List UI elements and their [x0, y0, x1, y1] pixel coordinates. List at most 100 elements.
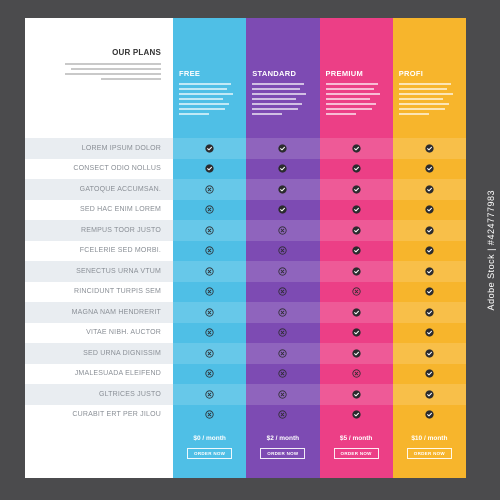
- plan-feature-cell: [393, 323, 466, 344]
- check-circle-icon: [425, 328, 434, 337]
- plan-feature-cell: [320, 159, 393, 180]
- plan-price: $0 / month: [193, 435, 226, 442]
- plan-column-free: FREE $0 / month ORDER NOW: [173, 18, 247, 478]
- x-circle-icon: [278, 287, 287, 296]
- label-header: OUR PLANS: [25, 18, 173, 138]
- plan-feature-cell: [319, 261, 393, 282]
- check-circle-icon: [425, 287, 434, 296]
- plan-feature-cell: [392, 343, 466, 364]
- plan-feature-cell: [173, 343, 247, 364]
- plan-feature-cell: [246, 200, 319, 221]
- plan-column-premium: PREMIUM $5 / month ORDER NOW: [319, 18, 393, 478]
- feature-label: SED URNA DIGNISSIM: [83, 349, 161, 357]
- check-circle-icon: [351, 410, 361, 419]
- plan-feature-cell: [246, 343, 320, 364]
- plan-feature-cell: [173, 179, 247, 200]
- feature-label: VITAE NIBH. AUCTOR: [86, 329, 161, 337]
- check-circle-icon: [351, 349, 361, 358]
- check-circle-icon: [351, 246, 361, 255]
- pricing-table: OUR PLANS LOREM IPSUM DOLOR CONSECT ODIO …: [25, 18, 466, 478]
- check-circle-icon: [425, 164, 434, 173]
- check-circle-icon: [278, 185, 288, 194]
- plan-feature-cell: [392, 261, 466, 282]
- plan-feature-cell: [320, 241, 393, 262]
- feature-rows: LOREM IPSUM DOLOR CONSECT ODIO NOLLUS GATO…: [25, 138, 173, 425]
- feature-row: RINCIDUNT TURPIS SEM: [25, 281, 173, 302]
- check-circle-icon: [351, 226, 361, 235]
- plan-feature-cell: [246, 302, 320, 323]
- plan-price: $5 / month: [339, 435, 373, 442]
- plan-footer: $2 / month ORDER NOW: [246, 425, 319, 460]
- check-circle-icon: [351, 144, 361, 153]
- plan-footer: $0 / month ORDER NOW: [173, 425, 246, 460]
- plan-feature-cell: [319, 384, 393, 405]
- plan-name: FREE: [179, 69, 201, 78]
- x-circle-icon: [205, 205, 214, 214]
- plan-feature-cell: [393, 200, 466, 221]
- plan-feature-cell: [173, 282, 246, 303]
- check-circle-icon: [425, 349, 434, 358]
- x-circle-icon: [352, 287, 361, 296]
- x-circle-icon: [205, 226, 214, 235]
- x-circle-icon: [205, 328, 214, 337]
- plan-header: STANDARD: [246, 18, 319, 138]
- order-now-button[interactable]: ORDER NOW: [333, 448, 379, 459]
- plan-feature-cell: [246, 323, 319, 344]
- order-now-button[interactable]: ORDER NOW: [406, 448, 452, 459]
- plan-name: PREMIUM: [325, 69, 364, 78]
- plan-feature-cell: [246, 282, 319, 303]
- x-circle-icon: [205, 185, 214, 194]
- plan-name: STANDARD: [252, 69, 297, 78]
- x-circle-icon: [278, 267, 287, 276]
- plan-feature-cell: [320, 364, 393, 385]
- check-circle-icon: [278, 144, 288, 153]
- plan-feature-cell: [393, 282, 466, 303]
- feature-row: GLTRICES JUSTO: [25, 384, 173, 405]
- check-circle-icon: [425, 205, 434, 214]
- x-circle-icon: [205, 267, 214, 276]
- x-circle-icon: [278, 328, 287, 337]
- plan-feature-cell: [173, 302, 247, 323]
- plan-feature-cell: [393, 159, 466, 180]
- feature-row: SED URNA DIGNISSIM: [25, 343, 173, 364]
- check-circle-icon: [425, 369, 434, 378]
- check-circle-icon: [351, 328, 361, 337]
- plan-price: $2 / month: [266, 435, 300, 442]
- plan-column-profi: PROFI $10 / month ORDER NOW: [392, 18, 466, 478]
- feature-label: JMALESUADA ELEIFEND: [74, 370, 161, 378]
- x-circle-icon: [278, 349, 287, 358]
- x-circle-icon: [278, 308, 287, 317]
- plan-feature-cell: [393, 364, 466, 385]
- plan-price: $10 / month: [411, 435, 448, 442]
- check-circle-icon: [351, 164, 361, 173]
- feature-row: REMPUS TOOR JUSTO: [25, 220, 173, 241]
- order-now-button[interactable]: ORDER NOW: [260, 448, 306, 459]
- x-circle-icon: [278, 226, 287, 235]
- plan-feature-cell: [319, 138, 393, 159]
- check-circle-icon: [278, 164, 288, 173]
- plan-feature-cell: [320, 405, 393, 426]
- feature-row: MAGNA NAM HENDRERIT: [25, 302, 173, 323]
- check-circle-icon: [425, 185, 434, 194]
- plan-feature-cell: [173, 405, 246, 426]
- feature-label: LOREM IPSUM DOLOR: [81, 144, 161, 152]
- x-circle-icon: [205, 410, 214, 419]
- plan-feature-cell: [246, 179, 320, 200]
- x-circle-icon: [278, 246, 287, 255]
- x-circle-icon: [278, 390, 287, 399]
- plan-feature-cell: [392, 138, 466, 159]
- title-description-lines: [35, 63, 161, 80]
- x-circle-icon: [205, 246, 214, 255]
- check-circle-icon: [425, 226, 434, 235]
- check-circle-icon: [278, 205, 288, 214]
- plan-footer: $10 / month ORDER NOW: [393, 425, 466, 460]
- order-now-button[interactable]: ORDER NOW: [187, 448, 233, 459]
- x-circle-icon: [278, 410, 287, 419]
- plan-feature-cell: [246, 405, 319, 426]
- check-circle-icon: [351, 185, 361, 194]
- feature-row: SENECTUS URNA VTUM: [25, 261, 173, 282]
- plan-feature-cell: [392, 384, 466, 405]
- feature-label: GLTRICES JUSTO: [98, 390, 161, 398]
- plan-column-standard: STANDARD $2 / month ORDER NOW: [246, 18, 320, 478]
- plan-feature-cell: [319, 343, 393, 364]
